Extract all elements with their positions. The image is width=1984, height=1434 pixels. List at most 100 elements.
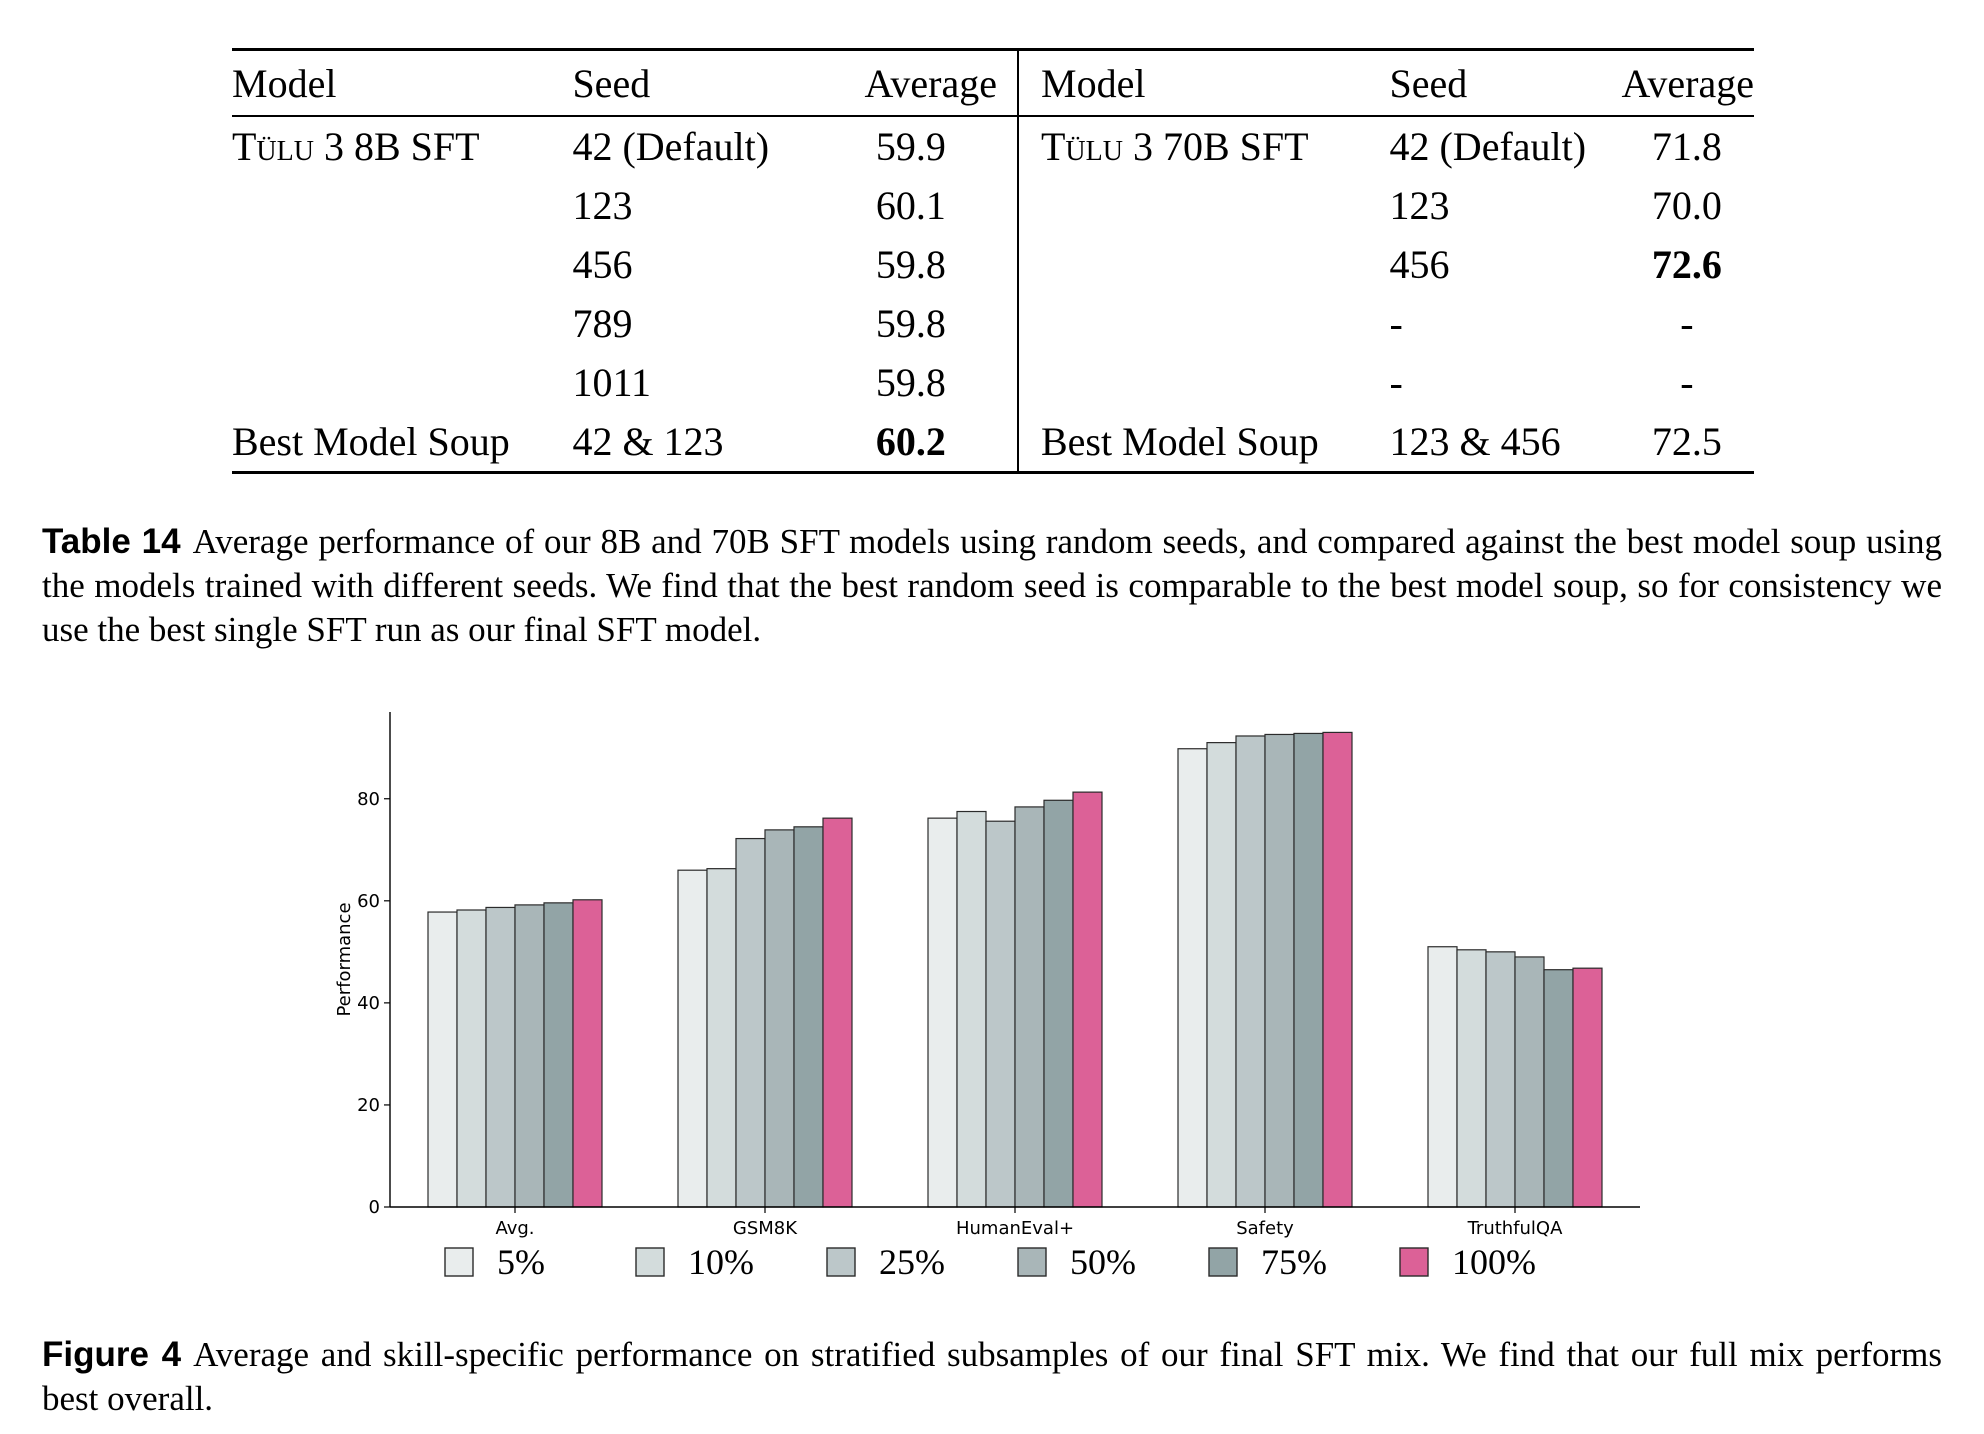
y-tick-label: 40 bbox=[357, 993, 380, 1014]
cell-seed: 42 & 123 bbox=[572, 412, 805, 474]
cell-seed: 123 bbox=[1389, 183, 1450, 228]
cell-seed: - bbox=[1389, 360, 1403, 405]
chart-bars bbox=[427, 731, 1603, 1208]
cell-seed: 456 bbox=[572, 242, 633, 287]
cell-average: 59.8 bbox=[804, 294, 1020, 353]
y-tick-label: 60 bbox=[357, 891, 380, 912]
bar bbox=[1322, 731, 1353, 1208]
table-row: Best Model Soup 42 & 123 60.2 Best Model… bbox=[232, 412, 1754, 474]
bar bbox=[1264, 733, 1295, 1208]
cell-average: 72.5 bbox=[1619, 412, 1754, 474]
cell-model: Tülu 3 70B SFT bbox=[1041, 124, 1309, 169]
bar bbox=[1177, 748, 1208, 1208]
cell-average: 71.8 bbox=[1651, 124, 1722, 169]
figure-caption: Figure 4 Average and skill-specific perfo… bbox=[42, 1333, 1942, 1421]
chart-legend: 5% 10% 25% 50% 75% 100% bbox=[444, 1242, 1536, 1282]
bar bbox=[985, 820, 1016, 1208]
bar bbox=[1456, 949, 1487, 1208]
legend-label: 50% bbox=[1070, 1242, 1136, 1282]
cell-average: - bbox=[1680, 360, 1694, 405]
cell-average-best: 72.6 bbox=[1651, 242, 1722, 287]
figure-caption-text: Average and skill-specific performance o… bbox=[42, 1335, 1942, 1418]
cell-seed: 789 bbox=[572, 301, 633, 346]
cell-average: 59.8 bbox=[804, 353, 1020, 412]
bar bbox=[1514, 956, 1545, 1208]
cell-average-best: 60.2 bbox=[804, 412, 1020, 474]
legend-label: 10% bbox=[688, 1242, 754, 1282]
x-tick-label: HumanEval+ bbox=[956, 1218, 1074, 1239]
bar bbox=[1072, 791, 1103, 1208]
bar bbox=[427, 911, 458, 1208]
bar bbox=[572, 899, 603, 1208]
y-tick-label: 20 bbox=[357, 1095, 380, 1116]
legend-label: 100% bbox=[1452, 1242, 1536, 1282]
x-tick-label: GSM8K bbox=[733, 1218, 798, 1239]
bar bbox=[927, 817, 958, 1208]
x-tick-label: Safety bbox=[1236, 1218, 1294, 1239]
cell-seed: 456 bbox=[1389, 242, 1450, 287]
cell-model bbox=[1018, 235, 1389, 294]
cell-average: 59.8 bbox=[804, 235, 1020, 294]
table-header-row: Model Seed Average Model Seed Average bbox=[232, 48, 1754, 117]
cell-model bbox=[1018, 294, 1389, 353]
bar bbox=[1572, 967, 1603, 1208]
x-axis-ticks: Avg. GSM8K HumanEval+ Safety TruthfulQA bbox=[495, 1207, 1563, 1239]
header-average-70b: Average bbox=[1619, 48, 1754, 117]
header-seed-8b: Seed bbox=[572, 48, 805, 117]
bar bbox=[677, 869, 708, 1208]
bar bbox=[764, 829, 795, 1208]
y-axis-ticks: 0 20 40 60 80 bbox=[357, 789, 390, 1218]
legend-label: 25% bbox=[879, 1242, 945, 1282]
legend-swatch bbox=[635, 1247, 665, 1277]
bar bbox=[1293, 732, 1324, 1208]
legend-swatch bbox=[1208, 1247, 1238, 1277]
bar bbox=[485, 906, 516, 1208]
bar bbox=[1427, 946, 1458, 1208]
bar bbox=[735, 837, 766, 1208]
results-table: Model Seed Average Model Seed Average Tü… bbox=[232, 48, 1754, 474]
bar bbox=[793, 826, 824, 1208]
x-tick-label: Avg. bbox=[495, 1218, 534, 1239]
cell-seed: 123 bbox=[572, 183, 633, 228]
legend-label: 75% bbox=[1261, 1242, 1327, 1282]
bar bbox=[1235, 735, 1266, 1208]
bar bbox=[706, 868, 737, 1208]
legend-swatch bbox=[1399, 1247, 1429, 1277]
cell-seed: 42 (Default) bbox=[1389, 124, 1587, 169]
bar bbox=[1206, 742, 1237, 1208]
table-row: 789 59.8 - - bbox=[232, 294, 1754, 353]
bar bbox=[1043, 799, 1074, 1208]
cell-model: Best Model Soup bbox=[232, 412, 573, 474]
cell-model bbox=[1018, 176, 1389, 235]
legend-swatch bbox=[1017, 1247, 1047, 1277]
header-seed-70b: Seed bbox=[1389, 48, 1620, 117]
table-row: 456 59.8 456 72.6 bbox=[232, 235, 1754, 294]
cell-seed: 42 (Default) bbox=[572, 124, 770, 169]
bar bbox=[456, 909, 487, 1208]
bar bbox=[822, 817, 853, 1208]
table-row: Tülu 3 8B SFT 42 (Default) 59.9 Tülu 3 7… bbox=[232, 116, 1754, 176]
cell-model: Tülu 3 8B SFT bbox=[232, 124, 480, 169]
header-model-70b: Model bbox=[1018, 48, 1390, 117]
cell-model bbox=[232, 294, 572, 353]
table-caption-text: Average performance of our 8B and 70B SF… bbox=[42, 522, 1942, 649]
table-row: 123 60.1 123 70.0 bbox=[232, 176, 1754, 235]
table-row: 1011 59.8 - - bbox=[232, 353, 1754, 412]
header-average-8b: Average bbox=[804, 48, 1020, 117]
performance-bar-chart: 0 20 40 60 80 Avg. GSM8K HumanEval+ Safety Truth… bbox=[334, 712, 1640, 1282]
cell-model bbox=[1018, 353, 1389, 412]
cell-model: Best Model Soup bbox=[1018, 412, 1390, 474]
cell-seed: 1011 bbox=[572, 360, 651, 405]
bar bbox=[956, 810, 987, 1208]
bar bbox=[1543, 969, 1574, 1208]
x-tick-label: TruthfulQA bbox=[1467, 1218, 1564, 1239]
cell-model bbox=[232, 235, 572, 294]
figure-caption-label: Figure 4 bbox=[42, 1335, 182, 1374]
y-axis-label: Performance bbox=[334, 902, 355, 1016]
y-tick-label: 80 bbox=[357, 789, 380, 810]
legend-swatch bbox=[826, 1247, 856, 1277]
legend-swatch bbox=[444, 1247, 474, 1277]
cell-seed: 123 & 456 bbox=[1389, 412, 1620, 474]
cell-model bbox=[232, 353, 572, 412]
y-tick-label: 0 bbox=[369, 1197, 380, 1218]
